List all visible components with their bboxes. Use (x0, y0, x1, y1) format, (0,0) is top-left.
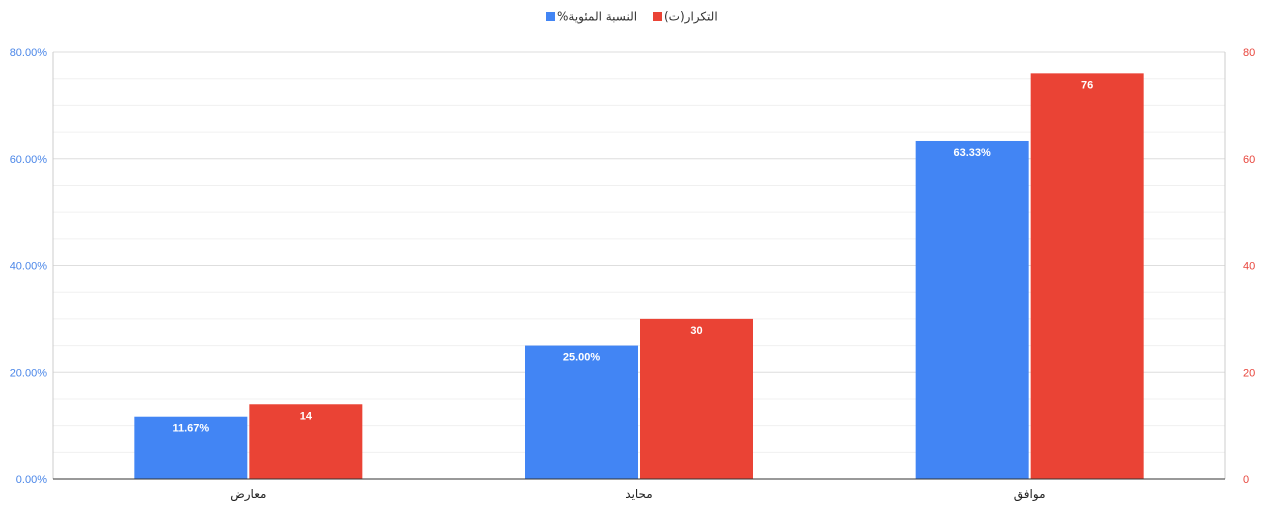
y-tick-right-label: 20 (1243, 367, 1255, 379)
bar-percentage (525, 345, 638, 479)
data-label: 14 (300, 410, 313, 422)
bar-frequency (249, 404, 363, 479)
y-tick-right-label: 40 (1243, 261, 1255, 273)
axes: 0.00% 20.00% 40.00% 60.00% 80.00% 0 20 40 60 80 مع… (10, 47, 1256, 502)
data-label: 63.33% (954, 147, 992, 159)
y-tick-left-label: 80.00% (10, 47, 48, 59)
bar-percentage (915, 140, 1029, 479)
data-label: 25.00% (563, 352, 601, 364)
x-tick-label: معارض (230, 487, 266, 502)
data-label: 11.67% (172, 423, 209, 435)
bar-frequency (1030, 73, 1144, 479)
y-tick-right-label: 80 (1243, 47, 1255, 59)
y-tick-left-label: 0.00% (16, 474, 47, 486)
bar-frequency (640, 318, 753, 479)
bars: 11.67% 14 25.00% 30 63.33% 76 (134, 73, 1144, 479)
legend-swatch (546, 12, 555, 21)
legend-label: التكرار(ت) (664, 10, 718, 25)
legend-swatch (653, 12, 662, 21)
data-label: 76 (1081, 79, 1093, 91)
y-tick-right-label: 0 (1243, 474, 1249, 486)
y-tick-right-label: 60 (1243, 154, 1255, 166)
legend: %النسبة المئوية التكرار(ت) (546, 10, 718, 25)
grid (53, 51, 1225, 453)
x-tick-label: محايد (625, 487, 652, 501)
y-tick-left-label: 60.00% (10, 154, 48, 166)
data-label: 30 (690, 325, 702, 337)
y-tick-left-label: 20.00% (10, 367, 48, 379)
x-tick-label: موافق (1014, 487, 1046, 502)
y-tick-left-label: 40.00% (10, 261, 48, 273)
legend-label: %النسبة المئوية (557, 10, 637, 25)
bar-percentage (134, 416, 248, 479)
